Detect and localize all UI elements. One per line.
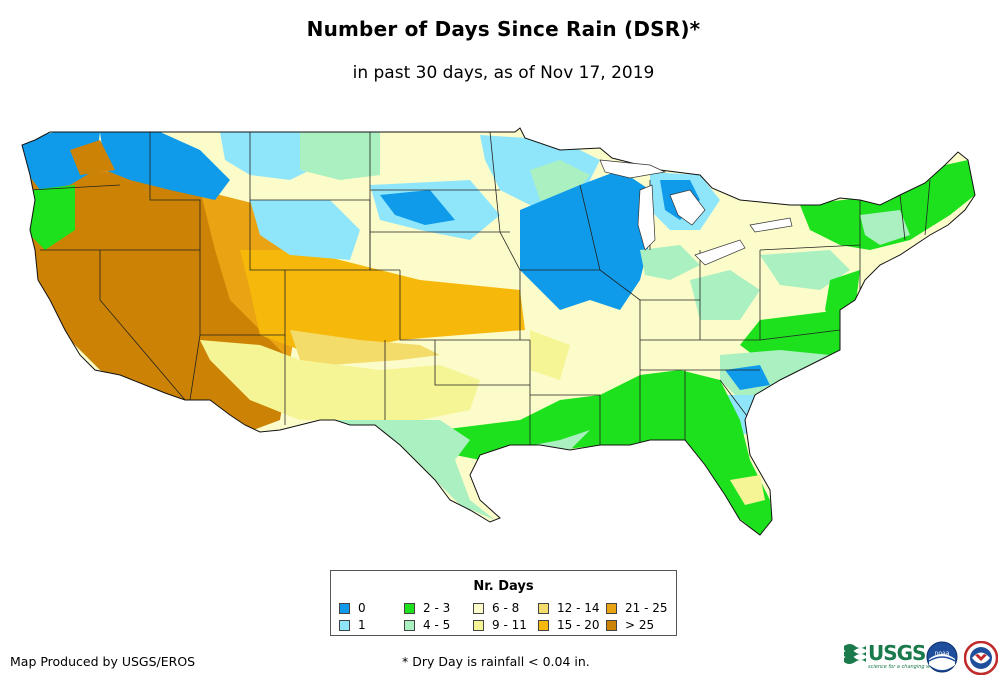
- legend: Nr. Days 0 1 2 - 3 4 - 5 6 - 8 9 - 11 12…: [330, 570, 677, 636]
- noaa-text: noaa: [935, 650, 950, 657]
- legend-swatch: [538, 602, 549, 614]
- usgs-tagline: science for a changing world: [868, 663, 940, 670]
- legend-label: 4 - 5: [423, 618, 451, 632]
- legend-title: Nr. Days: [473, 579, 534, 594]
- legend-label: 15 - 20: [557, 618, 600, 632]
- credit-text: Map Produced by USGS/EROS: [10, 654, 196, 669]
- legend-swatch: [404, 619, 415, 631]
- legend-swatch: [339, 619, 350, 631]
- nws-logo: [963, 640, 999, 679]
- legend-label: 1: [358, 618, 366, 632]
- legend-swatch: [339, 602, 350, 614]
- legend-label: 0: [358, 601, 366, 615]
- dsr-map: [21, 127, 976, 536]
- legend-label: > 25: [625, 618, 655, 632]
- legend-item-1: 1: [339, 618, 366, 632]
- legend-swatch: [606, 619, 617, 631]
- legend-swatch: [606, 602, 617, 614]
- legend-swatch: [538, 619, 549, 631]
- legend-label: 9 - 11: [492, 618, 527, 632]
- legend-item-3: 4 - 5: [404, 618, 450, 632]
- legend-item-7: 15 - 20: [538, 618, 600, 632]
- map-title: Number of Days Since Rain (DSR)*: [306, 17, 701, 41]
- legend-item-0: 0: [339, 601, 366, 615]
- legend-item-4: 6 - 8: [473, 601, 519, 615]
- map-subtitle: in past 30 days, as of Nov 17, 2019: [352, 63, 655, 83]
- legend-swatch: [473, 619, 484, 631]
- noaa-logo: noaa: [926, 641, 958, 677]
- legend-swatch: [473, 602, 484, 614]
- legend-swatch: [404, 602, 415, 614]
- legend-item-6: 12 - 14: [538, 601, 600, 615]
- legend-item-5: 9 - 11: [473, 618, 527, 632]
- dry-day-note: * Dry Day is rainfall < 0.04 in.: [402, 654, 590, 669]
- legend-label: 21 - 25: [625, 601, 668, 615]
- legend-item-2: 2 - 3: [404, 601, 450, 615]
- legend-item-9: > 25: [606, 618, 654, 632]
- usgs-wave-icon: [844, 642, 866, 664]
- legend-label: 2 - 3: [423, 601, 451, 615]
- legend-item-8: 21 - 25: [606, 601, 668, 615]
- usgs-wordmark: USGS: [868, 640, 926, 665]
- legend-label: 12 - 14: [557, 601, 600, 615]
- usgs-logo: USGS science for a changing world: [844, 640, 940, 670]
- legend-label: 6 - 8: [492, 601, 520, 615]
